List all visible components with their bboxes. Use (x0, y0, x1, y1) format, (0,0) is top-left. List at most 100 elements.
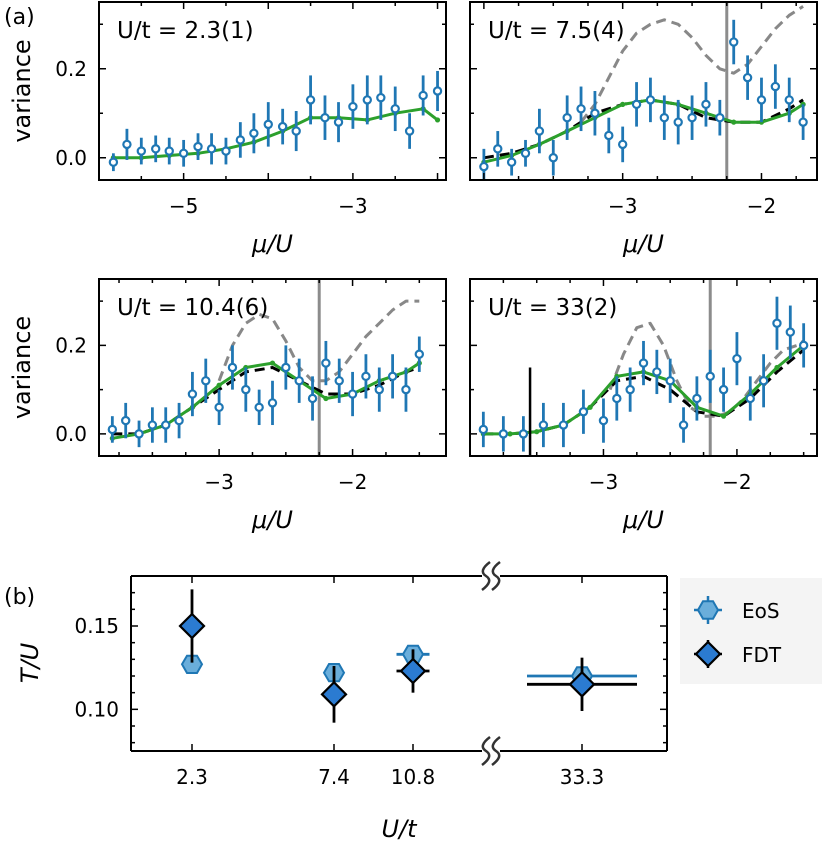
data-point (267, 398, 278, 408)
data-point (590, 108, 600, 118)
black-dashed-curve (112, 366, 420, 436)
x-tick-label: −2 (338, 470, 367, 494)
axis-break-mark-top (491, 561, 501, 591)
x-tick-label: 33.3 (560, 765, 605, 789)
data-point (538, 420, 549, 430)
data-point (506, 157, 517, 167)
temperature-panel: 0.10 0.15 2.3 7.4 10.8 33.3 U/t T/U EoS FDT (16, 561, 822, 843)
data-point (659, 112, 670, 123)
data-point (305, 95, 316, 105)
data-point (701, 99, 711, 110)
data-point (390, 104, 400, 114)
data-point (214, 402, 224, 413)
x-tick-label: 10.8 (391, 765, 436, 789)
data-point (576, 104, 586, 114)
data-point (361, 371, 371, 382)
fdt-diamond-marker (178, 612, 206, 640)
data-point (401, 384, 411, 395)
green-fit-line (483, 98, 804, 164)
data-point (193, 141, 203, 152)
interaction-annotation: U/t = 7.5(4) (488, 18, 625, 44)
y-axis-label: T/U (16, 642, 44, 683)
gray-dashed-curve (579, 5, 804, 124)
data-point (294, 376, 304, 386)
axes-frame (469, 1, 818, 181)
data-point (122, 139, 132, 150)
x-tick-label: −2 (747, 194, 776, 218)
data-point (281, 362, 291, 373)
data-point (291, 126, 301, 136)
black-dashed-curve (483, 98, 804, 160)
data-point (221, 146, 231, 156)
green-fit-point (269, 360, 276, 366)
data-point (479, 161, 489, 172)
data-point (347, 389, 358, 399)
data-point (638, 358, 649, 368)
data-point (201, 376, 211, 386)
legend: EoS FDT (680, 578, 822, 684)
data-point (136, 146, 147, 156)
data-point (617, 139, 628, 150)
data-point (520, 148, 531, 158)
data-point (164, 146, 174, 156)
data-point (665, 376, 675, 386)
legend-eos-marker (696, 600, 720, 620)
data-point (742, 72, 753, 83)
data-point (705, 371, 715, 382)
data-point (187, 389, 198, 399)
data-point (715, 112, 725, 123)
data-point (785, 327, 796, 337)
data-point (652, 367, 662, 377)
variance-panels: −5 −3 0.0 0.2 μ/U variance U/t = 2.3(1) −3 −2 μ/U… (8, 1, 818, 534)
data-point (732, 353, 742, 364)
panel-label-a: (a) (4, 5, 35, 30)
axes-frame (469, 278, 818, 457)
data-point (758, 376, 769, 386)
data-point (772, 318, 782, 328)
x-tick-label: −5 (169, 194, 198, 218)
variance-panel-1: −5 −3 0.0 0.2 μ/U variance U/t = 2.3(1) (8, 1, 447, 258)
data-point (348, 101, 358, 112)
green-fit-line (113, 107, 439, 160)
green-fit-point (620, 101, 626, 107)
data-point (206, 144, 217, 154)
data-point (362, 95, 372, 105)
interaction-annotation: U/t = 33(2) (488, 295, 617, 321)
data-point (414, 349, 425, 359)
data-point (745, 393, 755, 404)
data-point (493, 144, 503, 154)
data-point (134, 429, 144, 439)
data-point (333, 117, 344, 127)
interaction-annotation: U/t = 2.3(1) (117, 18, 254, 44)
variance-panel-4: −3 −2 μ/U U/t = 33(2) (469, 278, 818, 534)
green-fit-point (507, 431, 513, 437)
data-point (174, 415, 184, 426)
gray-dashed-curve (608, 321, 805, 418)
green-fit-point (434, 117, 441, 123)
data-point (625, 384, 635, 395)
data-point (376, 92, 386, 103)
data-point (562, 112, 572, 123)
x-axis-label: μ/U (622, 230, 664, 258)
green-fit-point (323, 395, 329, 402)
data-point (798, 117, 808, 127)
x-axis-label: μ/U (251, 506, 293, 534)
green-fit-point (216, 382, 222, 388)
data-point (321, 358, 331, 368)
green-fit-point (587, 404, 593, 410)
data-point (604, 130, 614, 141)
variance-panel-3: −3 −2 0.0 0.2 μ/U variance U/t = 10.4(6) (8, 278, 447, 534)
gray-dashed-curve (217, 299, 420, 383)
x-tick-label: −3 (608, 194, 637, 218)
data-point (107, 424, 118, 435)
x-tick-label: −3 (204, 470, 233, 494)
plot-area (478, 279, 809, 456)
data-point (478, 424, 489, 435)
axis-break-mark-top (481, 561, 491, 591)
data-point (151, 144, 161, 154)
fdt-diamond-marker (320, 680, 348, 708)
data-point (718, 384, 729, 395)
data-point (387, 371, 398, 382)
data-point (612, 393, 622, 404)
data-point (756, 95, 767, 105)
